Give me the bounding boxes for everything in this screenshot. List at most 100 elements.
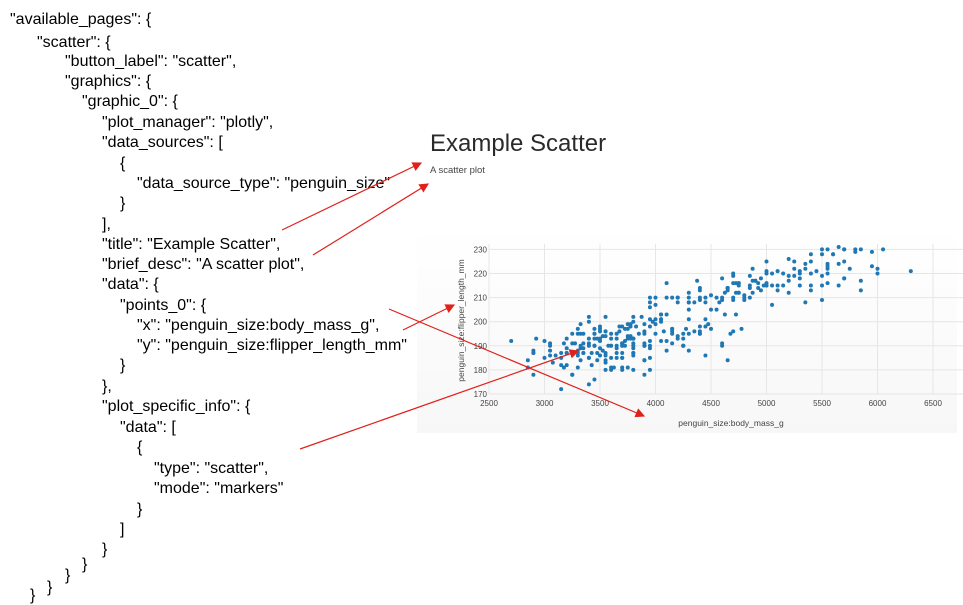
scatter-point xyxy=(609,331,614,336)
scatter-point xyxy=(670,331,675,336)
scatter-point xyxy=(781,283,786,288)
scatter-point xyxy=(670,326,675,331)
scatter-point xyxy=(747,273,752,278)
scatter-point xyxy=(731,295,736,300)
scatter-point xyxy=(797,276,802,281)
scatter-point xyxy=(609,365,614,370)
scatter-point xyxy=(661,329,666,334)
x-tick-label: 4000 xyxy=(647,399,665,408)
scatter-point xyxy=(814,269,819,274)
scatter-point xyxy=(820,252,824,257)
scatter-point xyxy=(559,351,564,356)
code-line: "x": "penguin_size:body_mass_g", xyxy=(137,317,380,334)
scatter-point xyxy=(706,322,711,327)
scatter-point xyxy=(736,283,741,288)
scatter-point xyxy=(581,341,586,346)
scatter-point xyxy=(620,324,625,329)
scatter-point xyxy=(697,331,702,336)
scatter-point xyxy=(808,252,813,257)
scatter-point xyxy=(573,341,578,346)
scatter-point xyxy=(531,351,536,356)
scatter-point xyxy=(820,283,824,288)
scatter-point xyxy=(836,283,841,288)
scatter-point xyxy=(559,387,564,392)
scatter-point xyxy=(786,257,791,262)
scatter-point xyxy=(659,338,664,343)
scatter-point xyxy=(858,278,863,283)
scatter-point xyxy=(725,358,730,363)
scatter-point xyxy=(686,295,691,300)
scatter-point xyxy=(675,300,680,305)
scatter-point xyxy=(628,324,633,329)
scatter-point xyxy=(786,290,791,295)
scatter-point xyxy=(686,331,691,336)
scatter-point xyxy=(753,278,758,283)
scatter-point xyxy=(589,363,594,368)
scatter-point xyxy=(733,281,738,286)
scatter-point xyxy=(581,346,586,351)
scatter-point xyxy=(686,300,691,305)
scatter-point xyxy=(636,331,641,336)
scatter-point xyxy=(803,266,808,271)
scatter-point xyxy=(786,278,791,283)
scatter-point xyxy=(808,288,813,293)
scatter-point xyxy=(647,338,652,343)
scatter-point xyxy=(647,355,652,360)
scatter-point xyxy=(761,283,766,288)
scatter-point xyxy=(600,334,605,339)
scatter-point xyxy=(598,353,602,358)
scatter-point xyxy=(853,247,858,252)
scatter-point xyxy=(697,324,702,329)
scatter-point xyxy=(548,353,553,358)
arrow-brief-desc xyxy=(312,183,430,256)
scatter-point xyxy=(703,353,708,358)
scatter-point xyxy=(764,269,769,274)
scatter-point xyxy=(534,336,539,341)
x-tick-label: 3000 xyxy=(536,399,554,408)
y-tick-label: 210 xyxy=(474,294,488,303)
scatter-point xyxy=(575,365,580,370)
x-tick-label: 6500 xyxy=(924,399,942,408)
x-tick-label: 4500 xyxy=(702,399,720,408)
scatter-point xyxy=(681,343,686,348)
code-line: } xyxy=(30,587,36,604)
code-line: "points_0": { xyxy=(120,297,207,314)
code-line: } xyxy=(65,567,71,584)
scatter-point xyxy=(559,363,564,368)
scatter-point xyxy=(561,365,566,370)
scatter-point xyxy=(703,295,708,300)
scatter-point xyxy=(717,300,722,305)
scatter-point xyxy=(709,307,713,312)
code-line: } xyxy=(120,357,126,374)
scatter-point xyxy=(836,261,841,266)
scatter-point xyxy=(770,283,775,288)
scatter-point xyxy=(647,317,652,322)
scatter-point xyxy=(842,276,847,281)
scatter-point xyxy=(570,341,575,346)
scatter-point xyxy=(686,307,691,312)
scatter-point xyxy=(595,351,600,356)
scatter-point xyxy=(831,252,836,257)
code-line: ], xyxy=(102,216,111,233)
scatter-point xyxy=(531,372,536,377)
x-tick-label: 6000 xyxy=(869,399,887,408)
scatter-point xyxy=(647,305,652,310)
scatter-point xyxy=(733,290,738,295)
scatter-point xyxy=(820,247,824,252)
scatter-point xyxy=(553,353,558,358)
scatter-point xyxy=(622,326,627,331)
scatter-point xyxy=(750,278,755,283)
scatter-point xyxy=(586,336,591,341)
scatter-point xyxy=(611,365,616,370)
scatter-point xyxy=(631,336,636,341)
scatter-point xyxy=(775,269,780,274)
scatter-point xyxy=(631,367,636,372)
scatter-point xyxy=(675,336,680,341)
scatter-point xyxy=(820,298,824,303)
scatter-point xyxy=(659,317,664,322)
scatter-point xyxy=(603,334,608,339)
scatter-point xyxy=(548,348,553,353)
scatter-point xyxy=(564,363,569,368)
scatter-point xyxy=(825,281,830,286)
